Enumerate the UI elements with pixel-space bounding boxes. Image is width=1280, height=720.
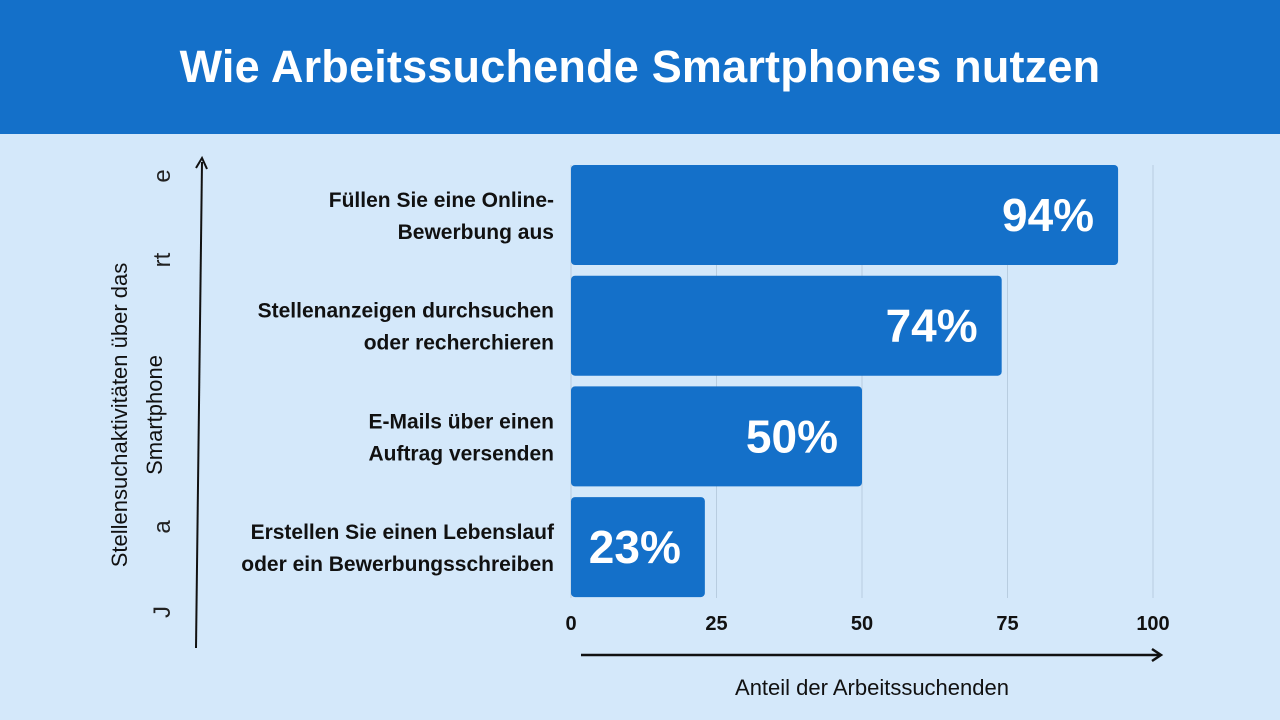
y-axis-arrowhead bbox=[195, 155, 208, 170]
data-label: 50% bbox=[746, 410, 838, 462]
x-tick-label: 50 bbox=[851, 613, 873, 635]
x-tick-label: 25 bbox=[705, 613, 727, 635]
bar bbox=[571, 275, 1002, 376]
category-label: Auftrag versenden bbox=[368, 442, 554, 465]
category-label: Stellenanzeigen durchsuchen bbox=[258, 300, 554, 323]
bar bbox=[571, 497, 705, 598]
x-axis-title: Anteil der Arbeitssuchenden bbox=[735, 675, 1009, 700]
category-label: oder ein Bewerbungsschreiben bbox=[241, 553, 554, 576]
x-axis-arrowhead bbox=[1151, 647, 1164, 663]
y-axis-title-line: Smartphone bbox=[142, 355, 167, 475]
data-label: 74% bbox=[886, 300, 978, 352]
stray-letter: J bbox=[149, 606, 176, 618]
data-label: 94% bbox=[1002, 189, 1094, 241]
bar bbox=[571, 386, 862, 487]
stray-letter: e bbox=[149, 169, 176, 182]
category-label: oder recherchieren bbox=[364, 332, 554, 355]
title-banner: Wie Arbeitssuchende Smartphones nutzen bbox=[0, 0, 1280, 134]
category-label: Füllen Sie eine Online- bbox=[329, 189, 554, 212]
chart-title: Wie Arbeitssuchende Smartphones nutzen bbox=[179, 41, 1101, 92]
category-label: E-Mails über einen bbox=[368, 410, 554, 433]
x-tick-label: 75 bbox=[996, 613, 1018, 635]
category-label: Erstellen Sie einen Lebenslauf bbox=[251, 521, 555, 544]
stray-letter: rt bbox=[149, 252, 176, 267]
x-tick-label: 0 bbox=[565, 613, 576, 635]
y-axis-line bbox=[195, 161, 203, 649]
bar bbox=[571, 165, 1119, 265]
x-tick-label: 100 bbox=[1136, 613, 1169, 635]
y-axis-title: Stellensuchaktivitäten über das Smartphon… bbox=[107, 263, 167, 568]
y-axis-title-line: Stellensuchaktivitäten über das bbox=[107, 263, 132, 568]
stray-letter: a bbox=[149, 520, 176, 534]
category-label: Bewerbung aus bbox=[398, 221, 554, 244]
data-label: 23% bbox=[589, 521, 681, 573]
